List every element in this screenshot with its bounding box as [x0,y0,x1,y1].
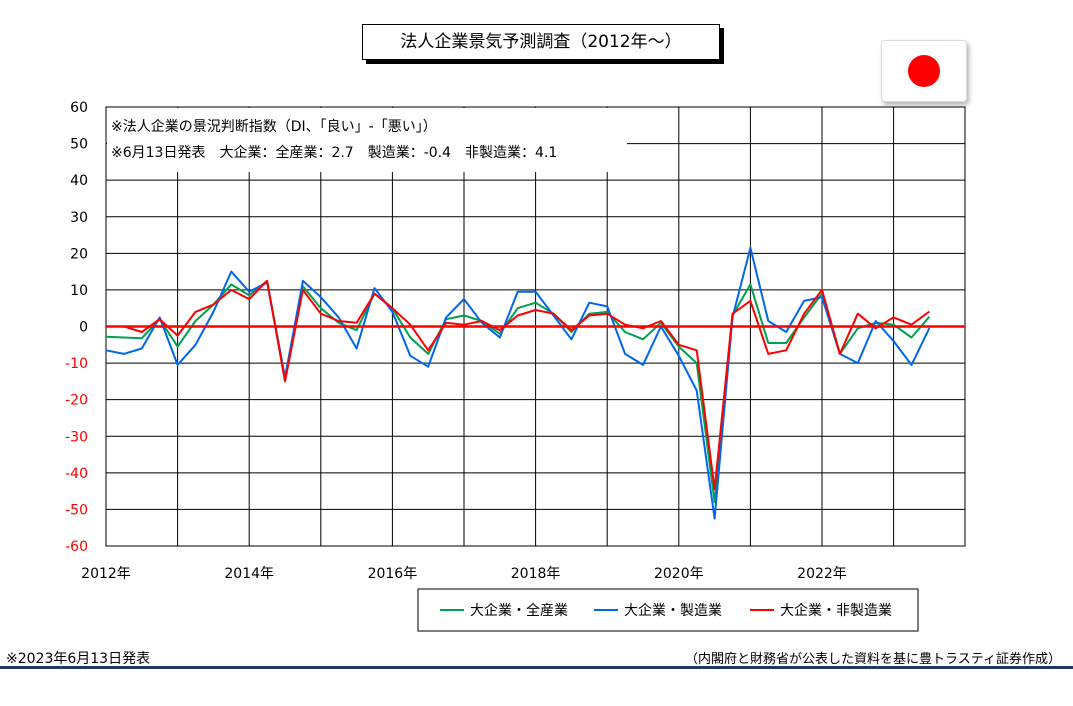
y-tick-label: 30 [70,210,88,226]
japan-flag-icon [881,40,967,102]
legend: 大企業・全産業 大企業・製造業 大企業・非製造業 [417,588,919,632]
y-tick-label: -30 [65,429,88,445]
y-tick-label: -20 [65,393,88,409]
annotation-line-2: ※6月13日発表 大企業：全産業：2.7 製造業：-0.4 非製造業：4.1 [111,144,557,161]
x-axis-tick-labels: 2012年 2014年 2016年 2018年 2020年 2022年 [81,566,847,582]
series-line-1 [105,279,931,504]
series-line-2 [105,246,931,520]
legend-box [417,588,919,632]
x-tick-label: 2018年 [511,566,561,582]
release-date-note: ※2023年6月13日発表 [6,651,151,667]
x-tick-label: 2022年 [797,566,847,582]
y-tick-label: -40 [65,466,88,482]
chart-title: 法人企業景気予測調査（2012年～） [362,24,720,60]
bottom-rule [0,666,1073,669]
x-tick-label: 2020年 [654,566,704,582]
x-tick-label: 2016年 [368,566,418,582]
y-tick-label: -10 [65,356,88,372]
y-tick-label: 20 [70,246,88,262]
y-tick-label: 50 [70,137,88,153]
x-tick-label: 2014年 [224,566,274,582]
source-note: （内閣府と財務省が公表した資料を基に豊トラスティ証券作成） [685,652,1061,667]
y-tick-label: 40 [70,173,88,189]
series-lines [105,246,931,520]
legend-label: 大企業・製造業 [624,602,722,619]
chart-canvas: ※法人企業の景況判断指数（DI、「良い」-「悪い」） ※6月13日発表 大企業：… [65,100,966,632]
y-axis-tick-labels: 60 50 40 30 20 10 0 -10 -20 -30 -40 -50 -60 [65,100,88,555]
y-tick-label: 0 [79,320,88,336]
y-tick-label: -50 [65,502,88,518]
x-tick-label: 2012年 [81,566,131,582]
y-tick-label: 10 [70,283,88,299]
flag-sun-disc [908,55,940,87]
annotation-line-1: ※法人企業の景況判断指数（DI、「良い」-「悪い」） [111,118,437,135]
legend-label: 大企業・非製造業 [780,602,892,619]
legend-label: 大企業・全産業 [470,602,568,619]
y-tick-label: -60 [65,539,88,555]
series-line-3 [106,279,930,491]
y-tick-label: 60 [70,100,88,116]
annotation-box [107,108,627,172]
